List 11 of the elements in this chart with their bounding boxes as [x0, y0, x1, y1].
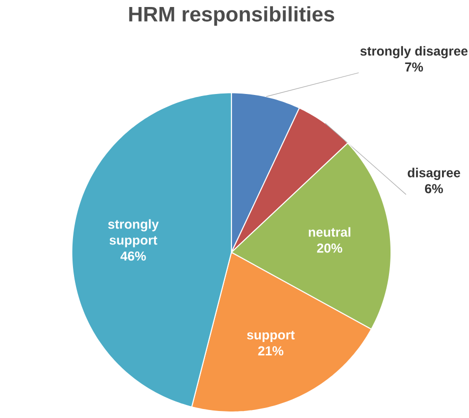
- slice-label: neutral: [308, 227, 350, 237]
- slice-label: strongly disagree: [360, 46, 468, 58]
- data-label: 20%: [317, 244, 342, 253]
- chart-title: HRM responsibilities: [129, 6, 334, 26]
- slice-label: disagree: [408, 168, 460, 180]
- data-label: 46%: [120, 252, 146, 261]
- slice-label: strongly support: [108, 219, 159, 248]
- slice-label: support: [247, 330, 295, 342]
- data-label: 7%: [405, 62, 423, 72]
- data-label: 21%: [258, 346, 284, 356]
- data-label: 6%: [425, 184, 443, 194]
